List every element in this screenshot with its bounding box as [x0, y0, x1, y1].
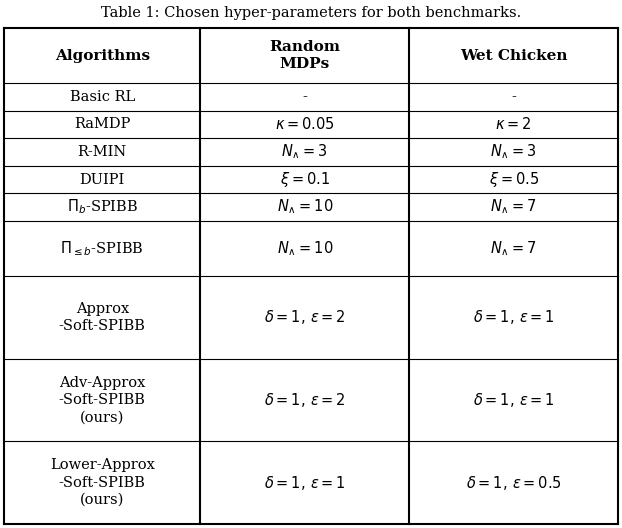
Text: Adv-Approx
-Soft-SPIBB
(ours): Adv-Approx -Soft-SPIBB (ours) [59, 376, 146, 425]
Text: R-MIN: R-MIN [78, 145, 127, 159]
Text: $\Pi_{\leq b}$-SPIBB: $\Pi_{\leq b}$-SPIBB [60, 239, 144, 258]
Text: -: - [302, 90, 307, 104]
Text: $N_{\wedge} = 3$: $N_{\wedge} = 3$ [490, 143, 537, 162]
Text: $\Pi_b$-SPIBB: $\Pi_b$-SPIBB [67, 198, 138, 216]
Text: $\delta = 1,\, \epsilon = 1$: $\delta = 1,\, \epsilon = 1$ [473, 391, 555, 409]
Text: $\kappa = 2$: $\kappa = 2$ [495, 117, 532, 133]
Text: $N_{\wedge} = 10$: $N_{\wedge} = 10$ [277, 198, 333, 216]
Text: DUIPI: DUIPI [80, 173, 125, 186]
Text: $N_{\wedge} = 7$: $N_{\wedge} = 7$ [490, 198, 537, 216]
Text: $\delta = 1,\, \epsilon = 0.5$: $\delta = 1,\, \epsilon = 0.5$ [466, 474, 562, 492]
Text: Wet Chicken: Wet Chicken [460, 49, 567, 62]
Text: $N_{\wedge} = 3$: $N_{\wedge} = 3$ [281, 143, 328, 162]
Text: $\delta = 1,\, \epsilon = 1$: $\delta = 1,\, \epsilon = 1$ [264, 474, 346, 492]
Text: Basic RL: Basic RL [70, 90, 135, 104]
Text: Lower-Approx
-Soft-SPIBB
(ours): Lower-Approx -Soft-SPIBB (ours) [50, 458, 155, 507]
Text: $\xi = 0.5$: $\xi = 0.5$ [488, 170, 539, 189]
Text: $\delta = 1,\, \epsilon = 2$: $\delta = 1,\, \epsilon = 2$ [264, 308, 346, 326]
Text: -: - [511, 90, 516, 104]
Text: Random
MDPs: Random MDPs [269, 40, 340, 71]
Text: $\kappa = 0.05$: $\kappa = 0.05$ [275, 117, 335, 133]
Text: Table 1: Chosen hyper-parameters for both benchmarks.: Table 1: Chosen hyper-parameters for bot… [101, 6, 521, 20]
Text: RaMDP: RaMDP [74, 117, 131, 131]
Text: $\delta = 1,\, \epsilon = 1$: $\delta = 1,\, \epsilon = 1$ [473, 308, 555, 326]
Text: $\xi = 0.1$: $\xi = 0.1$ [280, 170, 330, 189]
Text: $N_{\wedge} = 10$: $N_{\wedge} = 10$ [277, 239, 333, 258]
Text: $N_{\wedge} = 7$: $N_{\wedge} = 7$ [490, 239, 537, 258]
Text: Algorithms: Algorithms [55, 49, 150, 62]
Text: Approx
-Soft-SPIBB: Approx -Soft-SPIBB [59, 301, 146, 333]
Text: $\delta = 1,\, \epsilon = 2$: $\delta = 1,\, \epsilon = 2$ [264, 391, 346, 409]
